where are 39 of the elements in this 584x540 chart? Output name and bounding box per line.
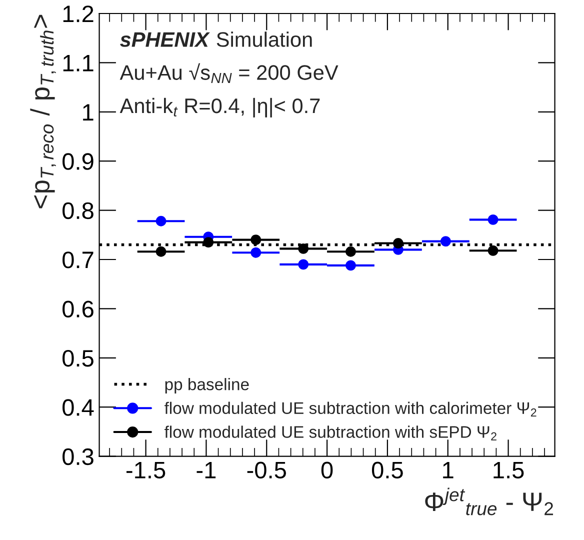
y-tick-label: 0.4 [62,399,94,416]
legend-label: flow modulated UE subtraction with sEPD Ψ$_{2}$ [164,426,496,440]
y-tick-label: 0.7 [62,252,94,268]
y-tick-label: 1 [83,104,94,120]
x-tick-label: -1 [196,462,216,478]
annotation: Simulation [216,32,312,47]
y-tick-label: 0.5 [62,350,94,367]
point [250,234,262,246]
y-axis-title: <p$_{T,reco}$ / p$_{T,truth}$> [30,14,56,208]
x-tick-label: 0 [321,462,333,479]
point [488,214,498,225]
point [156,246,166,257]
point [298,259,309,270]
y-tick-label: 1.2 [63,6,94,22]
annotation: Anti-k$_{t}$ R=0.4, |η|< 0.7 [120,98,320,118]
y-tick-label: 0.8 [62,202,94,220]
x-axis-title: Φ$^{jet}$$_{true}$ - Ψ$_{2}$ [425,488,554,516]
point [346,260,356,271]
x-tick-label: 1 [443,462,454,478]
annotation: sPHENIX [120,32,210,47]
point [250,247,262,258]
legend-label: flow modulated UE subtraction with calorimeter Ψ$_{2}$ [164,402,536,417]
x-tick-label: -0.5 [247,462,286,479]
point [298,243,309,254]
annotation: Au+Au √s$_{NN}$ = 200 GeV [120,63,338,84]
point [440,236,451,247]
y-tick-label: 1.1 [63,55,94,72]
point [203,237,214,248]
legend-label: pp baseline [165,378,249,394]
point [156,216,166,226]
point [346,246,356,257]
x-tick-label: -1.5 [126,462,166,479]
point [488,245,498,256]
y-tick-label: 0.9 [62,153,94,170]
x-tick-label: 0.5 [372,462,403,479]
y-tick-label: 0.6 [62,300,94,318]
x-tick-label: 1.5 [494,462,524,479]
y-tick-label: 0.3 [62,448,94,466]
point [393,238,404,248]
